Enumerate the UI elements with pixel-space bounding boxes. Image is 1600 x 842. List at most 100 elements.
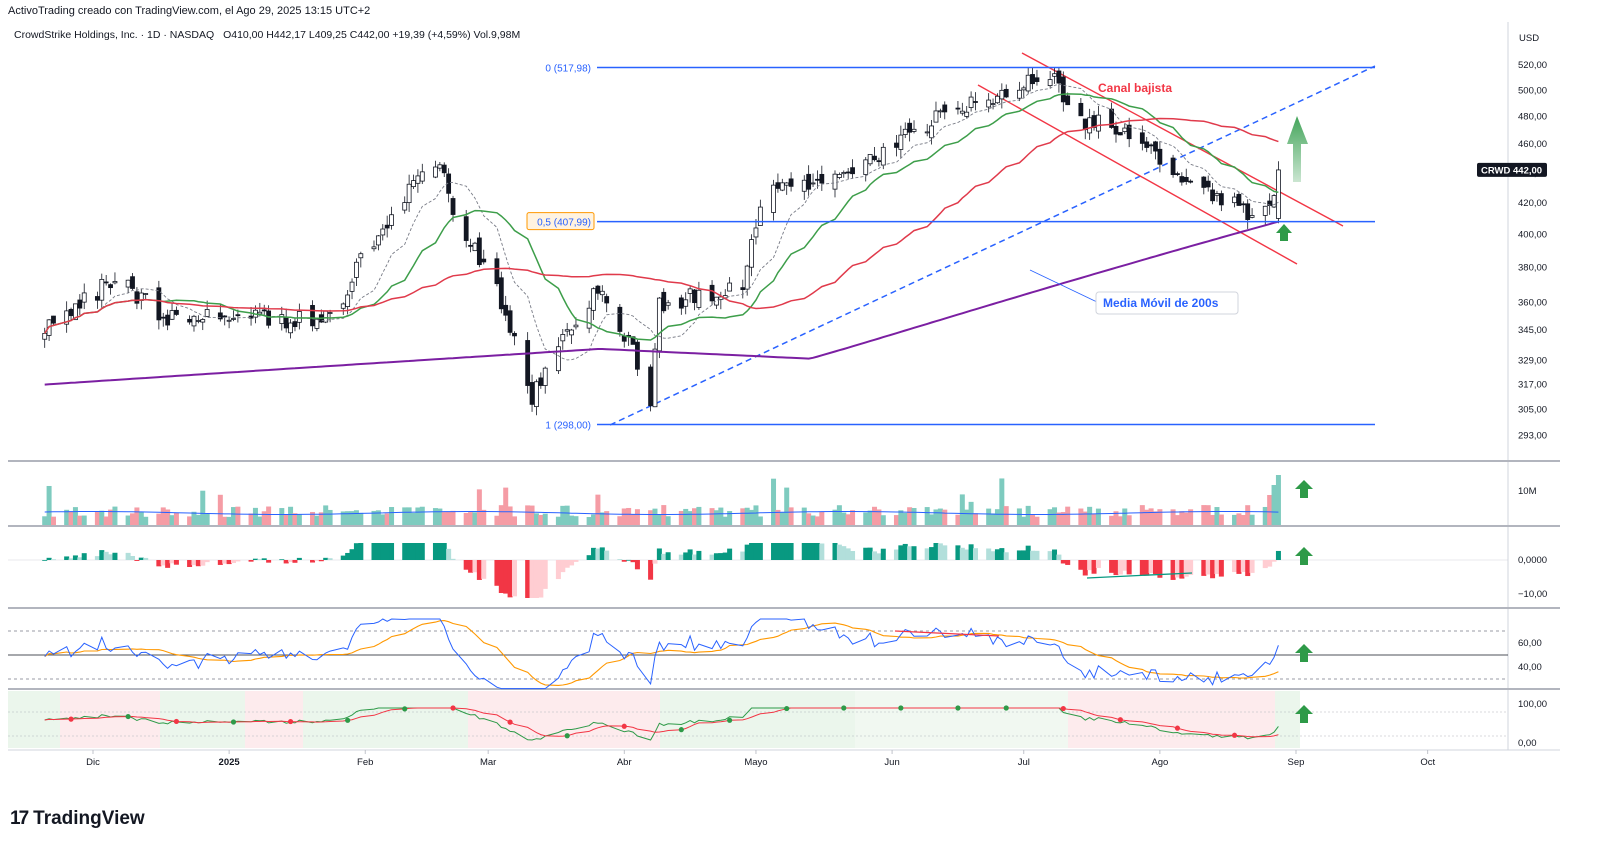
volume-bar: [525, 505, 531, 525]
time-tick-label: 2025: [219, 757, 241, 768]
candle-body: [1117, 132, 1123, 136]
candle-body: [507, 310, 513, 333]
candle-body: [538, 377, 544, 386]
candle: [661, 288, 667, 314]
macd-histogram-bar: [296, 557, 302, 560]
ma200-label: Media Móvil de 200s: [1103, 296, 1219, 310]
volume-bar: [503, 487, 509, 525]
macd-histogram-bar: [375, 543, 381, 560]
chart-area[interactable]: CrowdStrike Holdings, Inc. · 1D · NASDAQ…: [0, 22, 1600, 804]
volume-bar: [788, 507, 794, 525]
volume-bar: [617, 516, 623, 525]
fibonacci-retracement[interactable]: 0 (517,98) 0,5 (407,99) 1 (298,00): [526, 64, 1375, 432]
macd-histogram-bar: [678, 554, 684, 560]
attribution-text: ActivoTrading creado con TradingView.com…: [8, 5, 371, 17]
candle: [415, 169, 421, 193]
candle-body: [788, 178, 794, 187]
candle: [525, 332, 531, 394]
volume-bar: [630, 514, 636, 525]
price-axis[interactable]: 520,00500,00480,00460,00440,00420,00400,…: [1477, 60, 1547, 441]
volume-arrow-up: [1295, 480, 1313, 498]
macd-panel[interactable]: 0,0000 −10,00: [8, 543, 1547, 600]
macd-histogram-bar: [1025, 545, 1031, 560]
candle-body: [415, 175, 421, 184]
macd-histogram-bar: [1095, 560, 1101, 568]
volume-bar: [929, 514, 935, 525]
candle: [656, 297, 662, 359]
macd-histogram-bar: [801, 543, 807, 560]
candle-body: [73, 303, 78, 321]
volume-bar: [441, 512, 447, 525]
volume-bar: [266, 506, 272, 525]
candle: [569, 328, 574, 344]
candle-body: [433, 166, 438, 178]
candle-body: [665, 302, 671, 306]
candle: [1276, 161, 1281, 224]
candle-body: [894, 142, 899, 148]
candle-body: [1078, 102, 1084, 117]
candle-body: [1236, 193, 1242, 206]
candle-body: [784, 182, 790, 186]
time-axis[interactable]: Dic 2025 Feb Mar Abr Mayo Jun Jul Ago Sep Oct: [86, 750, 1435, 768]
candle: [323, 310, 329, 324]
volume-bar: [621, 508, 627, 525]
rsi-panel[interactable]: 60,00 40,00: [8, 618, 1542, 690]
candle: [709, 280, 715, 305]
macd-histogram-bar: [349, 549, 355, 560]
volume-bar: [994, 509, 1000, 525]
time-tick-label: Sep: [1288, 757, 1305, 768]
macd-histogram-bar: [779, 543, 785, 560]
candle-body: [1056, 70, 1062, 84]
macd-histogram-bar: [880, 548, 886, 560]
tradingview-logo[interactable]: 17 TradingView: [10, 808, 145, 830]
osc-signal-dot: [784, 705, 790, 712]
candle: [99, 273, 105, 308]
macd-histogram-bar: [814, 543, 820, 560]
volume-bar: [1267, 495, 1273, 525]
candle: [586, 300, 592, 334]
time-tick-label: Oct: [1420, 757, 1435, 768]
volume-bar: [112, 506, 118, 525]
osc-signal-dot: [898, 705, 904, 711]
candle: [1126, 117, 1132, 148]
volume-bar: [1170, 509, 1176, 525]
volume-bar: [819, 511, 825, 525]
candle: [1060, 71, 1066, 112]
volume-bar: [661, 505, 667, 525]
macd-histogram-bar: [1170, 560, 1176, 580]
oscillator-zone: [303, 691, 468, 748]
macd-histogram-bar: [893, 549, 899, 560]
volume-bar: [626, 507, 632, 525]
candle: [51, 315, 56, 326]
candle-body: [911, 128, 917, 132]
macd-histogram-bar: [713, 553, 719, 560]
candle-body: [1016, 89, 1022, 99]
price-drawings[interactable]: [609, 52, 1376, 426]
macd-histogram-bar: [230, 560, 236, 564]
volume-bar: [81, 515, 87, 525]
macd-histogram-bar: [542, 560, 548, 589]
candle-body: [310, 305, 315, 327]
candle: [784, 182, 790, 195]
volume-bar: [1205, 505, 1211, 525]
osc-axis-0: 0,00: [1518, 738, 1537, 749]
price-candles[interactable]: [42, 67, 1281, 416]
macd-histogram-bar: [1240, 560, 1246, 572]
candle-body: [749, 239, 754, 268]
volume-panel[interactable]: 10M: [42, 475, 1537, 525]
volume-bar: [222, 516, 228, 525]
candle: [595, 284, 601, 300]
candle-body: [560, 334, 566, 342]
candle-body: [964, 111, 970, 117]
rsi-divergence-line: [894, 630, 1000, 637]
candle-body: [450, 198, 456, 215]
volume-bar: [68, 511, 74, 525]
oscillator-panel[interactable]: 100,00 0,00: [8, 699, 1547, 749]
macd-histogram-bar: [463, 560, 469, 570]
macd-histogram-bar: [503, 560, 509, 594]
candle: [472, 241, 478, 252]
volume-bar: [77, 515, 83, 525]
symbol-legend[interactable]: CrowdStrike Holdings, Inc. · 1D · NASDAQ…: [14, 29, 520, 41]
candle-body: [472, 242, 478, 252]
volume-bar: [257, 516, 263, 525]
